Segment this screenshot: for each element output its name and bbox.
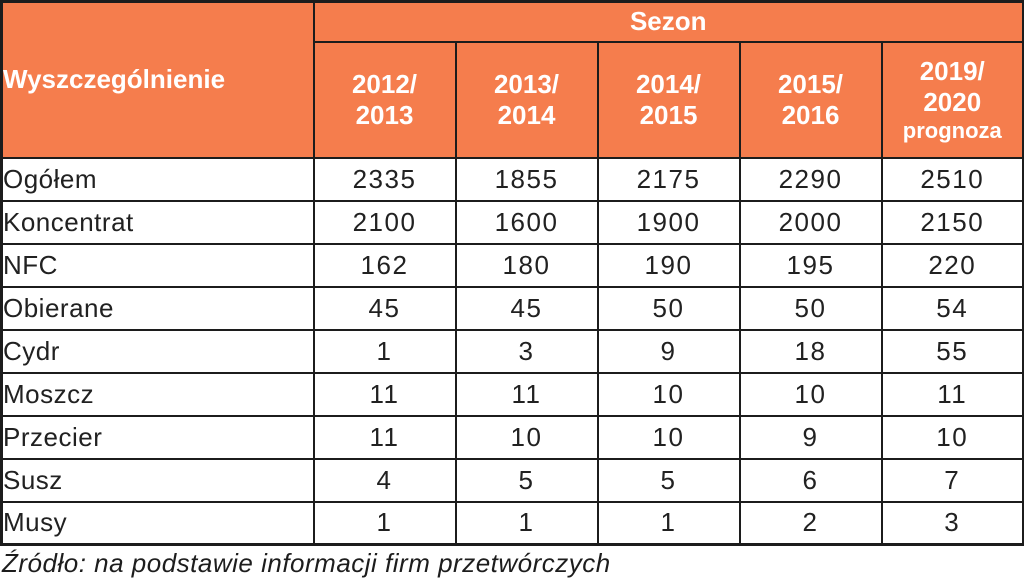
season-column-label: 2012/ 2013 <box>351 68 418 130</box>
season-column-header-0: 2012/ 2013 <box>312 40 457 159</box>
value-cell: 3 <box>454 328 599 374</box>
value-cell: 18 <box>738 328 883 374</box>
value-cell: 55 <box>880 328 1024 374</box>
table-row: Koncentrat 2100 1600 1900 2000 2150 <box>0 199 1024 245</box>
season-column-header-3: 2015/ 2016 <box>738 40 883 159</box>
value-cell: 10 <box>454 414 599 460</box>
value-cell: 45 <box>312 285 457 331</box>
value-cell: 2335 <box>312 156 457 202</box>
value-cell: 1855 <box>454 156 599 202</box>
value-cell: 1 <box>596 500 741 546</box>
season-column-label: 2015/ 2016 <box>777 68 844 130</box>
row-label: Cydr <box>0 328 315 374</box>
value-cell: 1 <box>312 500 457 546</box>
value-cell: 162 <box>312 242 457 288</box>
value-cell: 1900 <box>596 199 741 245</box>
year-header-row: 2012/ 2013 2013/ 2014 2014/ 2015 2015/ 2016… <box>2 40 1024 159</box>
value-cell: 5 <box>454 457 599 503</box>
season-column-label: 2014/ 2015 <box>635 68 702 130</box>
value-cell: 2000 <box>738 199 883 245</box>
row-label: Przecier <box>0 414 315 460</box>
season-column-suffix: prognoza <box>902 117 1002 143</box>
table-row: Obierane 45 45 50 50 54 <box>0 285 1024 331</box>
value-cell: 11 <box>312 371 457 417</box>
row-label: NFC <box>0 242 315 288</box>
value-cell: 7 <box>880 457 1024 503</box>
value-cell: 190 <box>596 242 741 288</box>
value-cell: 9 <box>596 328 741 374</box>
row-label: Koncentrat <box>0 199 315 245</box>
value-cell: 3 <box>880 500 1024 546</box>
season-column-label: 2013/ 2014 <box>493 68 560 130</box>
value-cell: 195 <box>738 242 883 288</box>
season-column-header-1: 2013/ 2014 <box>454 40 599 159</box>
value-cell: 54 <box>880 285 1024 331</box>
value-cell: 11 <box>312 414 457 460</box>
value-cell: 50 <box>596 285 741 331</box>
value-cell: 220 <box>880 242 1024 288</box>
value-cell: 2510 <box>880 156 1024 202</box>
value-cell: 10 <box>596 414 741 460</box>
value-cell: 10 <box>880 414 1024 460</box>
value-cell: 11 <box>454 371 599 417</box>
table-row: Musy 1 1 1 2 3 <box>0 500 1024 546</box>
value-cell: 6 <box>738 457 883 503</box>
value-cell: 2150 <box>880 199 1024 245</box>
row-label: Moszcz <box>0 371 315 417</box>
value-cell: 10 <box>596 371 741 417</box>
corner-header: Wyszczególnienie <box>0 0 315 159</box>
value-cell: 4 <box>312 457 457 503</box>
value-cell: 11 <box>880 371 1024 417</box>
season-column-header-2: 2014/ 2015 <box>596 40 741 159</box>
header-group-row: Wyszczególnienie Sezon <box>0 0 1024 159</box>
table-row: NFC 162 180 190 195 220 <box>0 242 1024 288</box>
value-cell: 2 <box>738 500 883 546</box>
value-cell: 1 <box>312 328 457 374</box>
source-note: Źródło: na podstawie informacji firm prz… <box>2 548 611 578</box>
value-cell: 50 <box>738 285 883 331</box>
value-cell: 5 <box>596 457 741 503</box>
row-label: Ogółem <box>0 156 315 202</box>
season-column-header-4: 2019/ 2020 prognoza <box>880 40 1024 159</box>
table-row: Przecier 11 10 10 9 10 <box>0 414 1024 460</box>
value-cell: 9 <box>738 414 883 460</box>
value-cell: 2100 <box>312 199 457 245</box>
table-row: Susz 4 5 5 6 7 <box>0 457 1024 503</box>
value-cell: 1 <box>454 500 599 546</box>
value-cell: 180 <box>454 242 599 288</box>
row-label: Obierane <box>0 285 315 331</box>
table-row: Cydr 1 3 9 18 55 <box>0 328 1024 374</box>
table-row: Ogółem 2335 1855 2175 2290 2510 <box>0 156 1024 202</box>
row-label: Musy <box>0 500 315 546</box>
value-cell: 1600 <box>454 199 599 245</box>
value-cell: 45 <box>454 285 599 331</box>
row-label: Susz <box>0 457 315 503</box>
value-cell: 2290 <box>738 156 883 202</box>
value-cell: 2175 <box>596 156 741 202</box>
season-column-label: 2019/ 2020 <box>919 56 985 117</box>
season-group-header: Sezon <box>312 0 1024 43</box>
production-table: Wyszczególnienie Sezon 2012/ 2013 2013/ 2… <box>0 0 1024 546</box>
value-cell: 10 <box>738 371 883 417</box>
table-row: Moszcz 11 11 10 10 11 <box>0 371 1024 417</box>
table-body: Ogółem 2335 1855 2175 2290 2510 Koncentrat 2100… <box>0 156 1024 546</box>
